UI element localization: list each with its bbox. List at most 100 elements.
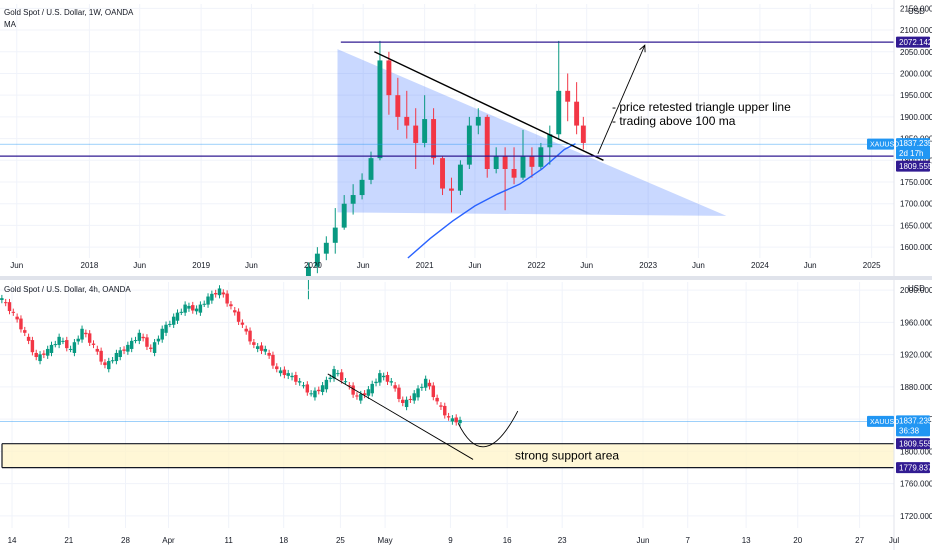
top-price-tick: 1700.000 — [900, 200, 932, 209]
bottom-candle-body — [271, 354, 275, 366]
top-price-tick: 2050.000 — [900, 48, 932, 57]
top-time-tick: 2023 — [639, 261, 657, 270]
bottom-candle-body — [229, 304, 233, 307]
top-candle-body — [386, 60, 392, 96]
bottom-candle-body — [164, 324, 168, 333]
bottom-candle-body — [339, 372, 344, 381]
top-candle-body — [341, 203, 347, 228]
top-time-tick: Jun — [357, 261, 370, 270]
bottom-candle-body — [431, 385, 436, 398]
bottom-candle-body — [450, 418, 455, 422]
top-candle-body — [323, 242, 329, 254]
bottom-candle-body — [183, 304, 187, 313]
bottom-candle-body — [133, 340, 138, 342]
projection-arrow — [597, 45, 646, 154]
top-candle-body — [440, 158, 445, 189]
triangle-upper-trendline — [374, 51, 604, 161]
top-annotation-2: - trading above 100 ma — [612, 114, 736, 128]
bottom-candle-body — [397, 387, 401, 399]
top-candle-body — [493, 155, 499, 169]
bottom-candle-body — [34, 352, 38, 358]
bottom-candle-body — [168, 323, 172, 325]
top-time-tick: Jun — [468, 261, 481, 270]
top-price-tick: 1950.000 — [900, 91, 932, 100]
top-candle-body — [314, 253, 320, 267]
bottom-bar-countdown: 36:38 — [899, 426, 920, 435]
bottom-candle-body — [385, 375, 390, 382]
bottom-candle-body — [7, 302, 12, 312]
top-candle-body — [565, 90, 571, 102]
bottom-time-tick: 11 — [225, 536, 234, 545]
zone-bottom-price-label: 1779.837 — [899, 464, 932, 473]
top-candle-body — [547, 134, 553, 148]
support-price-tag — [896, 160, 930, 172]
bottom-candle-body — [30, 340, 35, 353]
support-zone — [2, 443, 894, 468]
last-price-label: 1837.235 — [899, 139, 932, 148]
bottom-candle-body — [3, 302, 8, 304]
top-time-tick: Jun — [133, 261, 146, 270]
bottom-price-tick: 1960.000 — [900, 318, 932, 327]
bottom-candle-body — [87, 333, 92, 343]
bottom-candle-body — [76, 338, 80, 342]
top-time-tick: Jun — [580, 261, 593, 270]
top-time-axis: Jun 2018 Jun 2019 Jun 2020 Jun 2021 Jun 2022 Jun 20… — [10, 261, 881, 270]
bottom-candle-body — [332, 369, 336, 379]
top-candle-body — [529, 155, 535, 167]
projection-arrowhead — [639, 44, 646, 53]
top-price-tick: 1600.000 — [900, 243, 932, 252]
bottom-candle-body — [305, 384, 310, 393]
bottom-candle-body — [202, 303, 206, 305]
top-candle-body — [457, 164, 463, 191]
bottom-candle-body — [248, 330, 252, 342]
bottom-time-tick: May — [378, 536, 393, 545]
top-currency-label: USD — [908, 7, 925, 16]
bottom-time-tick: 27 — [855, 536, 864, 545]
bottom-candle-body — [282, 369, 287, 376]
bottom-candle-body — [255, 346, 260, 349]
symbol-label: XAUUSD — [870, 142, 899, 149]
bottom-candle-body — [297, 381, 302, 383]
zone-top-price-label: 1809.555 — [899, 440, 932, 449]
bottom-time-tick: 7 — [685, 536, 690, 545]
top-candle-body — [556, 90, 562, 135]
bottom-candle-body — [389, 381, 394, 383]
bottom-candle-body — [240, 322, 245, 325]
top-time-tick: 2022 — [528, 261, 546, 270]
bottom-candle-body — [221, 292, 226, 295]
bottom-candle-body — [137, 332, 142, 341]
bottom-candle-body — [0, 298, 4, 301]
bottom-candle-body — [107, 361, 111, 370]
bottom-candle-body — [320, 385, 325, 392]
bottom-candle-body — [401, 399, 405, 403]
bottom-candle-body — [149, 347, 153, 349]
top-candle-body — [359, 179, 365, 196]
bottom-candle-body — [439, 405, 443, 407]
bottom-candle-body — [45, 348, 50, 356]
top-candle-body — [305, 266, 311, 280]
top-candle-body — [377, 60, 383, 159]
pane-divider — [0, 276, 932, 280]
descending-trendline — [327, 373, 474, 460]
bottom-time-tick: Jun — [637, 536, 650, 545]
bottom-candle-body — [68, 348, 73, 350]
bottom-candle-body — [359, 394, 363, 401]
bottom-candle-body — [198, 304, 203, 313]
bottom-candle-body — [446, 416, 451, 418]
top-time-tick: 2020 — [304, 261, 322, 270]
bottom-candle-body — [179, 311, 184, 313]
bottom-time-tick: Apr — [162, 536, 175, 545]
bottom-candle-body — [423, 378, 428, 388]
bottom-candle-body — [267, 352, 271, 356]
resistance-price-tag — [896, 36, 930, 48]
bottom-candle-body — [233, 310, 237, 313]
top-candle-body — [395, 95, 401, 117]
top-time-tick: Jun — [692, 261, 705, 270]
bottom-candle-body — [175, 312, 180, 321]
bottom-candle-body — [294, 375, 298, 382]
bottom-candle-body — [171, 316, 176, 325]
last-price-tag — [896, 138, 930, 160]
bottom-candle-body — [324, 379, 329, 390]
bottom-candle-body — [443, 405, 447, 416]
